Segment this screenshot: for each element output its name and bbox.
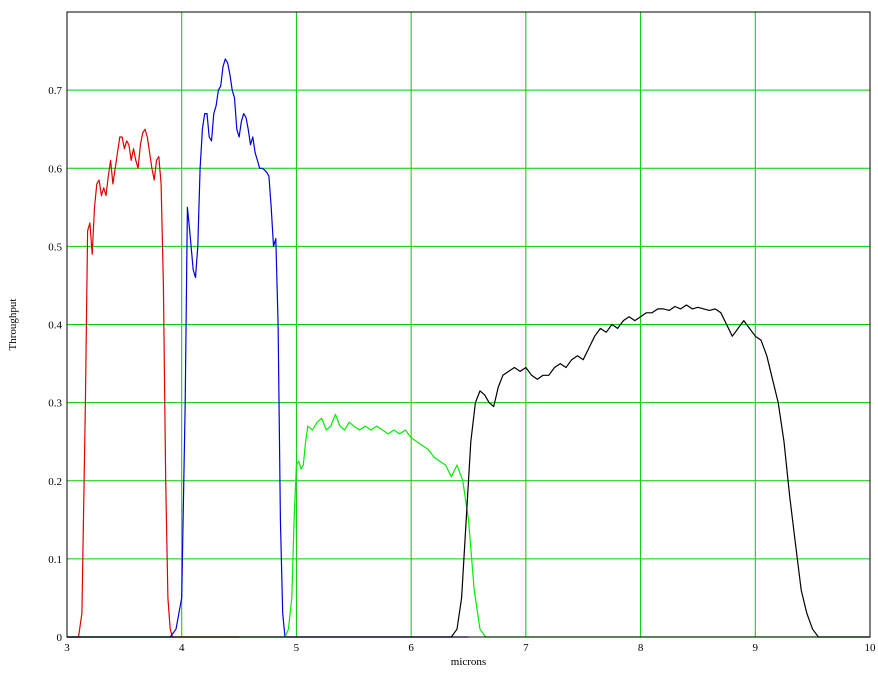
series-line-4 [67, 304, 870, 638]
x-tick-label: 9 [753, 642, 759, 654]
plot-frame [66, 11, 871, 638]
series-layer [67, 58, 870, 638]
y-tick-label: 0.2 [48, 476, 62, 488]
series-line-2 [67, 58, 469, 638]
y-tick-label: 0 [57, 632, 63, 644]
y-axis-title: Throughput [7, 299, 19, 351]
y-tick-label: 0.5 [48, 241, 62, 253]
y-tick-label: 0.6 [48, 163, 62, 175]
x-axis-title: microns [451, 656, 486, 668]
x-tick-label: 7 [523, 642, 529, 654]
x-tick-label: 5 [294, 642, 300, 654]
y-tick-labels: 0 0.1 0.2 0.3 0.4 0.5 0.6 0.7 [48, 85, 62, 644]
series-line-3 [67, 413, 870, 638]
y-tick-label: 0.4 [48, 320, 62, 332]
y-tick-label: 0.3 [48, 398, 62, 410]
x-tick-label: 3 [64, 642, 70, 654]
y-tick-label: 0.7 [48, 85, 62, 97]
x-tick-label: 4 [179, 642, 185, 654]
x-tick-label: 8 [638, 642, 644, 654]
x-tick-label: 6 [408, 642, 414, 654]
y-tick-label: 0.1 [48, 554, 62, 566]
series-line-1 [67, 128, 240, 638]
x-tick-label: 10 [865, 642, 877, 654]
x-tick-labels: 3 4 5 6 7 8 9 10 [64, 642, 876, 654]
grid-layer [67, 12, 870, 637]
